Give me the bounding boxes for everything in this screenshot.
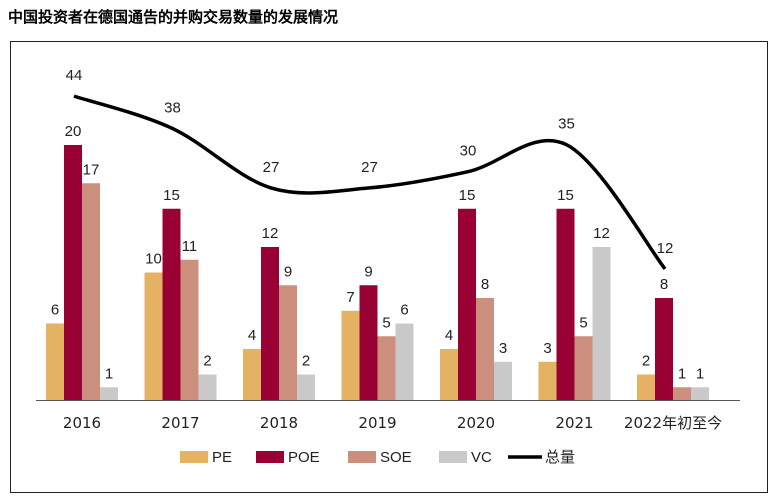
bar-vc	[297, 374, 315, 400]
bar-value-label: 2	[302, 353, 310, 370]
bar-pe	[243, 349, 261, 400]
legend-swatch-soe	[348, 451, 376, 463]
legend-swatch-vc	[439, 451, 467, 463]
bar-value-label: 20	[65, 123, 82, 140]
chart-title: 中国投资者在德国通告的并购交易数量的发展情况	[8, 8, 339, 26]
bar-pe	[440, 349, 458, 400]
total-value-label: 35	[558, 116, 575, 133]
legend-swatch-poe	[256, 451, 284, 463]
bar-value-label: 8	[660, 276, 668, 293]
bar-value-label: 15	[557, 187, 574, 204]
total-value-label: 27	[361, 159, 378, 176]
bar-value-label: 1	[678, 365, 686, 382]
total-value-label: 12	[657, 240, 674, 257]
total-value-label: 44	[66, 67, 83, 84]
bar-poe	[556, 208, 575, 400]
bar-value-label: 4	[445, 327, 453, 344]
legend-label-vc: VC	[471, 449, 492, 466]
legend-label-soe: SOE	[380, 449, 412, 466]
bar-value-label: 6	[51, 302, 59, 319]
bar-vc	[494, 361, 512, 400]
x-tick-label: 2016	[63, 414, 101, 432]
legend-swatch-pe	[180, 451, 208, 463]
bar-value-label: 4	[248, 327, 256, 344]
x-tick-label: 2021	[555, 414, 593, 432]
bar-soe	[476, 298, 494, 400]
legend-label-total: 总量	[545, 449, 575, 466]
bar-value-label: 17	[83, 161, 100, 178]
bar-value-label: 11	[182, 238, 198, 255]
bar-value-label: 12	[262, 225, 279, 242]
bar-value-label: 7	[346, 289, 354, 306]
bar-value-label: 15	[163, 187, 180, 204]
bar-vc	[198, 374, 217, 400]
x-tick-label: 2022年初至今	[624, 414, 722, 432]
bar-value-label: 2	[642, 353, 650, 370]
bar-value-label: 15	[459, 187, 476, 204]
bar-soe	[574, 336, 593, 400]
bar-soe	[82, 183, 100, 400]
total-value-label: 30	[460, 143, 477, 160]
bar-vc	[395, 323, 414, 400]
total-value-label: 27	[263, 159, 280, 176]
bar-value-label: 9	[364, 263, 372, 280]
bar-soe	[673, 387, 691, 400]
bar-poe	[359, 285, 378, 400]
bar-value-label: 2	[203, 353, 211, 370]
bar-value-label: 9	[284, 263, 292, 280]
x-tick-label: 2019	[358, 414, 396, 432]
x-tick-label: 2017	[161, 414, 199, 432]
x-tick-label: 2018	[260, 414, 298, 432]
legend-label-pe: PE	[212, 449, 232, 466]
bar-pe	[538, 361, 557, 400]
bar-pe	[637, 374, 655, 400]
bar-value-label: 12	[593, 225, 610, 242]
total-line	[73, 94, 667, 270]
bar-pe	[341, 310, 360, 400]
bar-value-label: 1	[105, 365, 113, 382]
bar-pe	[144, 272, 163, 400]
total-value-label: 38	[164, 100, 181, 117]
bar-value-label: 5	[579, 314, 587, 331]
bar-poe	[64, 145, 82, 400]
bar-value-label: 8	[481, 276, 489, 293]
bar-value-label: 5	[382, 314, 390, 331]
bar-value-label: 3	[543, 340, 551, 357]
bar-value-label: 1	[696, 365, 704, 382]
bar-poe	[655, 298, 673, 400]
bar-soe	[279, 285, 297, 400]
x-tick-label: 2020	[457, 414, 495, 432]
bar-poe	[458, 208, 476, 400]
bar-poe	[162, 208, 181, 400]
bar-soe	[180, 259, 199, 400]
bar-vc	[691, 387, 709, 400]
bar-pe	[46, 323, 64, 400]
chart-frame	[10, 41, 768, 493]
bar-soe	[377, 336, 396, 400]
legend-label-poe: POE	[288, 449, 320, 466]
bar-value-label: 6	[400, 302, 408, 319]
bar-value-label: 10	[145, 251, 162, 268]
bar-value-label: 3	[499, 340, 507, 357]
bar-poe	[261, 247, 279, 400]
bar-vc	[592, 247, 611, 400]
bar-vc	[100, 387, 118, 400]
